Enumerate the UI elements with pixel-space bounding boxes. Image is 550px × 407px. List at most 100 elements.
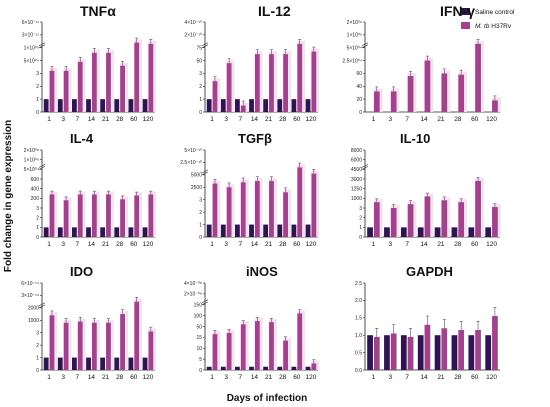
bar-treated bbox=[311, 173, 317, 237]
y-tick-label: 1 bbox=[36, 97, 39, 103]
bar-control bbox=[86, 357, 91, 370]
bar-treated bbox=[297, 43, 303, 112]
x-tick-label: 28 bbox=[116, 241, 124, 248]
x-tick-label: 60 bbox=[130, 116, 138, 123]
bar-treated bbox=[148, 43, 154, 112]
bar-control bbox=[291, 224, 297, 237]
axis-break-mark bbox=[361, 44, 369, 48]
bar-treated bbox=[77, 194, 83, 237]
x-tick-label: 60 bbox=[293, 116, 301, 123]
panel-8: GAPDH 2.5 2.0 1.5 1.0 0.5 0.0 1 3 7 14 21 28 60 120 bbox=[355, 264, 500, 381]
bar-treated bbox=[240, 105, 246, 112]
bar-treated bbox=[458, 74, 465, 112]
y-tick-label: 1 bbox=[359, 225, 362, 231]
y-tick-label: 2 bbox=[36, 84, 39, 90]
y-tick-label: 2×10⁰⁸ bbox=[24, 148, 39, 154]
bar-treated bbox=[134, 195, 140, 237]
bar-control bbox=[400, 227, 407, 237]
y-tick-label: 60 bbox=[356, 71, 362, 77]
figure-y-axis-label: Fold change in gene expression bbox=[3, 120, 14, 272]
panel-title: IL-4 bbox=[70, 131, 94, 146]
y-tick-label: 3 bbox=[199, 198, 202, 204]
bar-treated bbox=[458, 202, 465, 237]
y-tick-label: 3 bbox=[359, 206, 362, 212]
x-tick-label: 120 bbox=[486, 374, 497, 381]
y-tick-label: 1.0 bbox=[355, 333, 362, 339]
bar-control bbox=[277, 99, 283, 112]
bar-control bbox=[128, 357, 134, 370]
bar-control bbox=[434, 335, 441, 370]
panel-title: IL-10 bbox=[400, 131, 430, 146]
y-tick-label: 3 bbox=[199, 71, 202, 77]
y-tick-label: 0.0 bbox=[355, 368, 362, 374]
legend-swatch-control bbox=[461, 8, 470, 15]
y-tick-label: 2000 bbox=[28, 306, 39, 312]
bar-control bbox=[468, 335, 475, 370]
bar-control bbox=[367, 335, 373, 370]
x-tick-label: 14 bbox=[420, 241, 428, 248]
x-tick-label: 120 bbox=[486, 116, 497, 123]
bar-treated bbox=[148, 194, 154, 237]
x-tick-label: 28 bbox=[454, 116, 462, 123]
x-tick-label: 1 bbox=[372, 241, 376, 248]
panel-title: IL-12 bbox=[258, 3, 291, 19]
y-tick-label: 0 bbox=[359, 110, 362, 116]
bar-control bbox=[400, 335, 407, 370]
y-tick-label: 2.5 bbox=[355, 281, 362, 287]
y-tick-label: 5×10⁰⁴ bbox=[24, 58, 39, 64]
y-tick-label: 3×10⁻¹⁴ bbox=[21, 293, 39, 299]
y-tick-label: 1250 bbox=[351, 186, 362, 192]
bar-control bbox=[384, 335, 390, 370]
y-tick-label: 5×10⁻¹⁰ bbox=[184, 148, 202, 154]
bar-control bbox=[86, 99, 91, 112]
bar-treated bbox=[373, 91, 380, 112]
x-tick-label: 28 bbox=[454, 374, 462, 381]
y-tick-label: 1000 bbox=[351, 196, 362, 202]
x-tick-label: 3 bbox=[389, 374, 393, 381]
bar-treated bbox=[134, 42, 140, 113]
y-tick-label: 2 bbox=[199, 84, 202, 90]
y-tick-label: 0 bbox=[199, 235, 202, 241]
x-tick-label: 120 bbox=[306, 374, 317, 381]
bar-treated bbox=[407, 76, 414, 112]
axis-break-mark bbox=[38, 166, 46, 170]
bar-treated bbox=[148, 331, 154, 370]
y-tick-label: 1×10⁰⁵ bbox=[24, 46, 39, 52]
x-tick-label: 60 bbox=[471, 116, 479, 123]
bar-control bbox=[114, 227, 120, 237]
y-tick-label: 0 bbox=[199, 368, 202, 374]
y-tick-label: 6×10⁻¹⁴ bbox=[21, 281, 39, 287]
axis-break-mark bbox=[361, 42, 369, 46]
y-tick-label: 2×10⁻⁰⁸ bbox=[184, 292, 202, 298]
bar-control bbox=[277, 366, 283, 370]
x-tick-label: 120 bbox=[306, 116, 317, 123]
y-tick-label: 3 bbox=[36, 71, 39, 77]
bar-control bbox=[485, 227, 492, 237]
x-tick-label: 3 bbox=[61, 241, 65, 248]
bar-treated bbox=[226, 187, 232, 237]
y-tick-label: 2 bbox=[359, 215, 362, 221]
bar-treated bbox=[226, 333, 232, 370]
x-tick-label: 7 bbox=[239, 116, 243, 123]
bar-control bbox=[72, 227, 77, 237]
x-tick-label: 21 bbox=[437, 241, 445, 248]
x-tick-label: 14 bbox=[251, 116, 259, 123]
bar-control bbox=[142, 227, 148, 237]
bar-treated bbox=[212, 81, 218, 112]
y-tick-label: 5 bbox=[199, 357, 202, 363]
x-tick-label: 60 bbox=[130, 374, 138, 381]
x-tick-label: 28 bbox=[116, 116, 124, 123]
bar-control bbox=[263, 366, 269, 370]
y-tick-label: 200 bbox=[31, 196, 40, 202]
bar-control bbox=[72, 357, 77, 370]
y-tick-label: 1 bbox=[36, 355, 39, 361]
x-tick-label: 21 bbox=[102, 374, 110, 381]
axis-break-mark bbox=[201, 169, 209, 174]
panel-title: iNOS bbox=[246, 264, 278, 279]
y-tick-label: 0 bbox=[199, 110, 202, 116]
axis-break-mark bbox=[201, 301, 209, 306]
bar-control bbox=[57, 357, 63, 370]
